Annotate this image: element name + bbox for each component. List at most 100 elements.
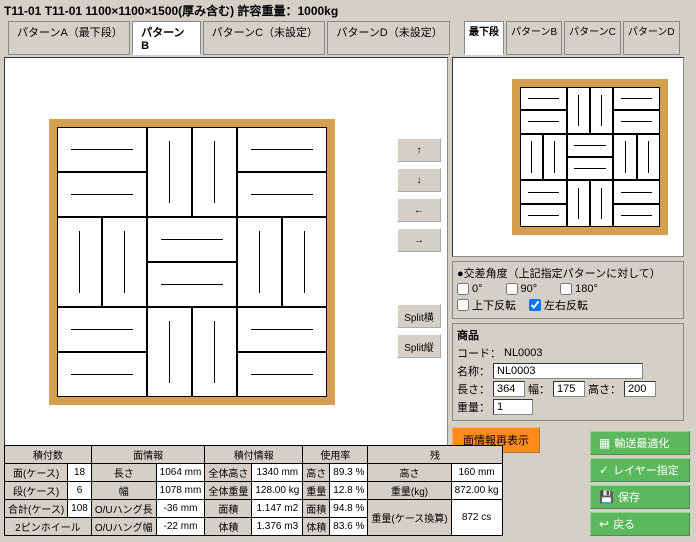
table-cell: 重量 (303, 482, 330, 500)
pallet-box[interactable] (192, 307, 237, 397)
product-panel: 商品 コード：NL0003 名称： 長さ： 幅： 高さ： 重量： (452, 323, 684, 421)
table-cell: 2ピンホイール (5, 518, 92, 536)
angle-0-check[interactable] (457, 283, 469, 295)
pallet-box[interactable] (237, 307, 327, 352)
table-cell: 長さ (91, 464, 156, 482)
pallet-box[interactable] (590, 180, 613, 227)
product-weight-input[interactable] (493, 399, 533, 415)
arrow-up-button[interactable]: ↑ (397, 138, 441, 162)
tab-パターンD[interactable]: パターンD (623, 21, 680, 55)
pallet-box[interactable] (567, 87, 590, 134)
split-v-button[interactable]: Split縦 (397, 334, 441, 358)
product-length-input[interactable] (493, 381, 525, 397)
angle-90-check[interactable] (506, 283, 518, 295)
tab-パターンB[interactable]: パターンB (132, 21, 201, 55)
back-button[interactable]: ↩戻る (590, 512, 690, 536)
pallet-box[interactable] (613, 204, 660, 227)
pallet-box[interactable] (57, 127, 147, 172)
pallet-box[interactable] (102, 217, 147, 307)
pallet-box[interactable] (237, 217, 282, 307)
pallet-box[interactable] (520, 204, 567, 227)
table-cell: 合計(ケース) (5, 500, 68, 518)
pallet-box[interactable] (613, 180, 660, 203)
table-cell: 128.00 kg (252, 482, 303, 500)
tab-最下段[interactable]: 最下段 (464, 21, 504, 55)
tab-パターンC[interactable]: パターンC (564, 21, 621, 55)
table-cell: 89.3 % (330, 464, 368, 482)
info-table: 積付数面情報積付情報使用率残面(ケース)18長さ1064 mm全体高さ1340 … (4, 445, 503, 536)
table-cell: 高さ (303, 464, 330, 482)
table-cell: 重量(kg) (368, 482, 451, 500)
table-cell: 1078 mm (156, 482, 205, 500)
grid-icon: ▦ (599, 436, 610, 450)
pallet-box[interactable] (567, 134, 614, 157)
pallet-box[interactable] (282, 217, 327, 307)
table-cell: -36 mm (156, 500, 205, 518)
pallet-box[interactable] (237, 352, 327, 397)
layer-button[interactable]: ✓レイヤー指定 (590, 458, 690, 482)
pallet-box[interactable] (57, 352, 147, 397)
pallet-box[interactable] (613, 110, 660, 133)
table-cell: 体積 (205, 518, 252, 536)
table-cell: 体積 (303, 518, 330, 536)
save-icon: 💾 (599, 490, 614, 504)
tab-パターンA（最下段）[interactable]: パターンA（最下段） (8, 21, 130, 55)
pallet-box[interactable] (590, 87, 613, 134)
pallet-box[interactable] (237, 172, 327, 217)
table-cell: -22 mm (156, 518, 205, 536)
angle-panel: ●交差角度（上記指定パターンに対して） 0° 90° 180° 上下反転 左右反… (452, 261, 684, 319)
pallet-box[interactable] (567, 157, 614, 180)
mini-tabs: 最下段パターンBパターンCパターンD (460, 21, 692, 55)
table-cell: 83.6 % (330, 518, 368, 536)
pallet-box[interactable] (57, 217, 102, 307)
pallet-box[interactable] (147, 262, 237, 307)
pallet-box[interactable] (613, 134, 636, 181)
table-cell: 高さ (368, 464, 451, 482)
product-title: 商品 (457, 327, 679, 343)
optimize-button[interactable]: ▦輸送最適化 (590, 431, 690, 455)
pallet-box[interactable] (147, 307, 192, 397)
pallet-box[interactable] (543, 134, 566, 181)
tab-パターンC（未設定）[interactable]: パターンC（未設定） (203, 21, 326, 55)
arrow-down-button[interactable]: ↓ (397, 168, 441, 192)
pallet-box[interactable] (57, 172, 147, 217)
table-cell: 重量(ケース換算) (368, 500, 451, 536)
product-name-input[interactable] (493, 363, 643, 379)
tab-パターンD（未設定）[interactable]: パターンD（未設定） (327, 21, 450, 55)
pallet-box[interactable] (147, 127, 192, 217)
pallet-box[interactable] (567, 180, 590, 227)
pallet-box[interactable] (147, 217, 237, 262)
pallet-box[interactable] (520, 180, 567, 203)
angle-180-check[interactable] (560, 283, 572, 295)
table-cell: 全体高さ (205, 464, 252, 482)
flip-h-check[interactable] (529, 299, 541, 311)
header-title: T11-01 T11-01 1100×1100×1500(厚み含む) 許容重量：… (0, 0, 696, 21)
split-h-button[interactable]: Split横 (397, 304, 441, 328)
pallet-box[interactable] (237, 127, 327, 172)
mini-canvas (452, 57, 684, 257)
flip-v-check[interactable] (457, 299, 469, 311)
table-cell: 160 mm (451, 464, 502, 482)
arrow-right-button[interactable]: → (397, 228, 441, 252)
arrow-left-button[interactable]: ← (397, 198, 441, 222)
check-icon: ✓ (599, 463, 609, 477)
tab-パターンB[interactable]: パターンB (506, 21, 562, 55)
info-table-area: 積付数面情報積付情報使用率残面(ケース)18長さ1064 mm全体高さ1340 … (0, 443, 576, 538)
pallet-box[interactable] (637, 134, 660, 181)
product-code: NL0003 (504, 347, 543, 359)
table-cell: 6 (68, 482, 92, 500)
save-button[interactable]: 💾保存 (590, 485, 690, 509)
pallet-box[interactable] (520, 110, 567, 133)
table-cell: O/Uハング幅 (91, 518, 156, 536)
table-cell: 面(ケース) (5, 464, 68, 482)
pallet-box[interactable] (192, 127, 237, 217)
pallet-box[interactable] (520, 87, 567, 110)
product-width-input[interactable] (553, 381, 585, 397)
main-tabs: パターンA（最下段）パターンBパターンC（未設定）パターンD（未設定） (4, 21, 456, 55)
table-cell: 18 (68, 464, 92, 482)
pallet-box[interactable] (57, 307, 147, 352)
product-height-input[interactable] (624, 381, 656, 397)
pallet-box[interactable] (613, 87, 660, 110)
pallet-box[interactable] (520, 134, 543, 181)
table-cell: 872 cs (451, 500, 502, 536)
